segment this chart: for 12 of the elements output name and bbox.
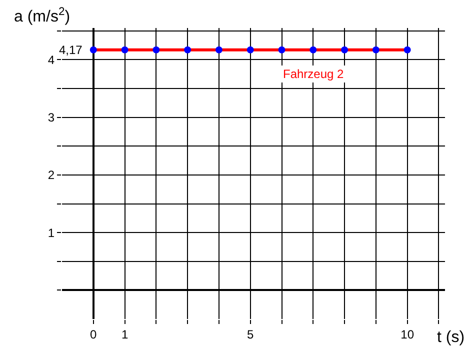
x-tick-label: 1 [121, 327, 128, 342]
x-tick-label: 10 [400, 327, 414, 342]
y-tick-label: 2 [48, 168, 55, 182]
x-axis-title: t (s) [437, 329, 465, 346]
series-label: Fahrzeug 2 [283, 67, 344, 81]
y-tick-label: 1 [48, 226, 55, 240]
y-tick-label: 3 [48, 110, 55, 125]
y-axis-title: a (m/s$^{2}$) [14, 6, 70, 26]
y-tick-label: 4 [48, 52, 55, 67]
x-tick-label: 0 [90, 327, 98, 342]
x-tick-label: 5 [247, 327, 254, 342]
annotation: 4,17 [59, 43, 83, 57]
